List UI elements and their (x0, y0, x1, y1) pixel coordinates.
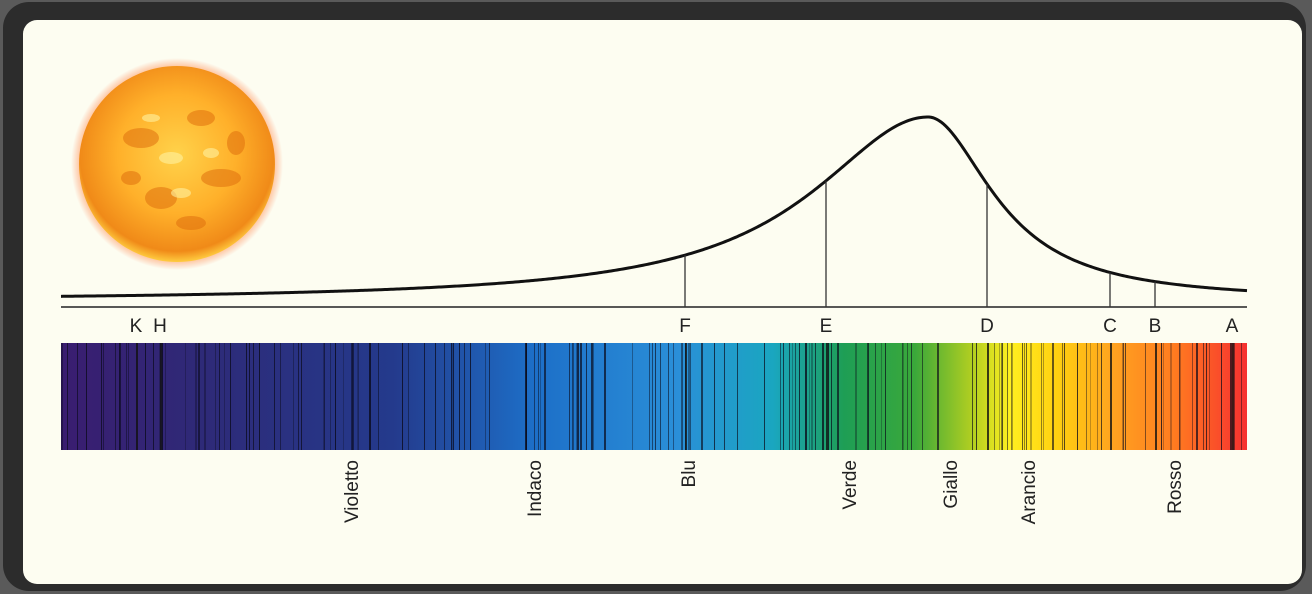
absorption-line-a (1232, 343, 1234, 450)
color-spectrum-band (61, 343, 1247, 450)
line-label-f: F (679, 316, 691, 337)
line-label-d: D (980, 316, 994, 337)
line-label-c: C (1103, 316, 1117, 337)
absorption-line-c (1110, 343, 1112, 450)
absorption-line-b (1155, 343, 1157, 450)
intensity-curve-chart (60, 115, 1248, 308)
absorption-line-e (826, 343, 828, 450)
line-label-b: B (1148, 316, 1162, 337)
line-label-k: K (129, 316, 143, 337)
intensity-curve (60, 115, 1248, 298)
line-label-h: H (153, 316, 167, 337)
absorption-line-f (685, 343, 687, 450)
line-label-a: A (1225, 316, 1239, 337)
color-label-blu: Blu (679, 460, 700, 488)
color-label-giallo: Giallo (941, 460, 962, 509)
color-label-violetto: Violetto (342, 460, 363, 524)
color-label-verde: Verde (840, 460, 861, 510)
absorption-line-h (160, 343, 162, 450)
color-label-arancio: Arancio (1019, 460, 1040, 525)
color-label-indaco: Indaco (525, 460, 546, 518)
absorption-line-d (987, 343, 989, 450)
sun-image (71, 58, 283, 270)
color-label-rosso: Rosso (1165, 460, 1186, 514)
absorption-line-k (136, 343, 138, 450)
line-label-e: E (819, 316, 833, 337)
